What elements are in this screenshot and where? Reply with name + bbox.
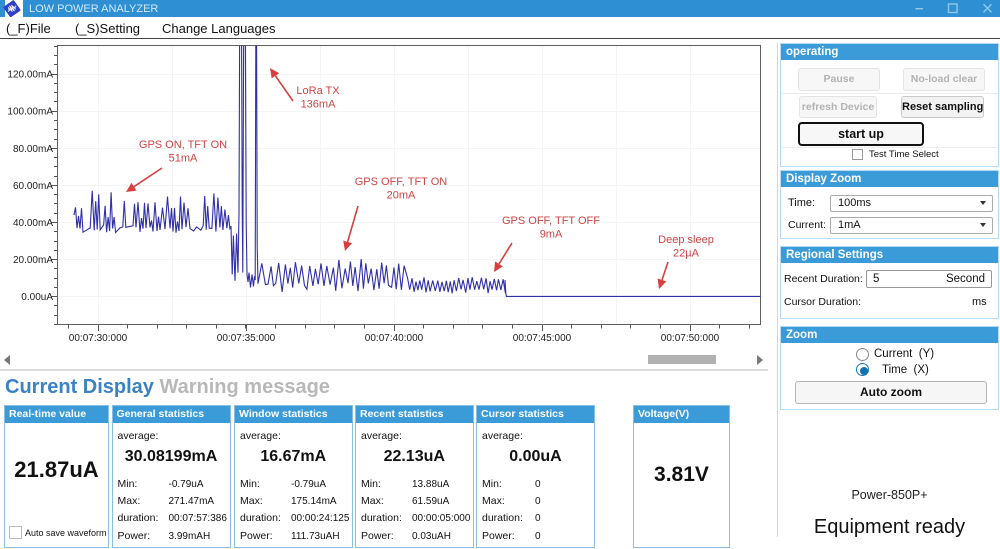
svg-text:GPS OFF, TFT OFF: GPS OFF, TFT OFF <box>502 215 600 227</box>
svg-text:120.00mA: 120.00mA <box>7 70 53 81</box>
svg-text:0.00uA: 0.00uA <box>21 292 53 303</box>
svg-text:100.00mA: 100.00mA <box>7 107 53 118</box>
svg-text:00:07:40:000: 00:07:40:000 <box>365 333 424 344</box>
svg-text:00:07:45:000: 00:07:45:000 <box>513 333 572 344</box>
svg-text:22µA: 22µA <box>673 248 700 260</box>
svg-text:GPS OFF, TFT ON: GPS OFF, TFT ON <box>355 176 448 188</box>
svg-text:40.00mA: 40.00mA <box>13 218 53 229</box>
svg-text:60.00mA: 60.00mA <box>13 181 53 192</box>
svg-text:00:07:35:000: 00:07:35:000 <box>217 333 276 344</box>
svg-text:LoRa TX: LoRa TX <box>296 85 340 97</box>
svg-text:Deep sleep: Deep sleep <box>658 234 714 246</box>
svg-text:20.00mA: 20.00mA <box>13 255 53 266</box>
svg-text:51mA: 51mA <box>169 153 198 165</box>
svg-text:00:07:50:000: 00:07:50:000 <box>661 333 720 344</box>
svg-text:00:07:30:000: 00:07:30:000 <box>69 333 128 344</box>
svg-text:GPS ON, TFT ON: GPS ON, TFT ON <box>139 139 227 151</box>
svg-text:20mA: 20mA <box>387 190 416 202</box>
svg-text:136mA: 136mA <box>301 99 337 111</box>
svg-text:9mA: 9mA <box>540 229 563 241</box>
svg-text:80.00mA: 80.00mA <box>13 144 53 155</box>
